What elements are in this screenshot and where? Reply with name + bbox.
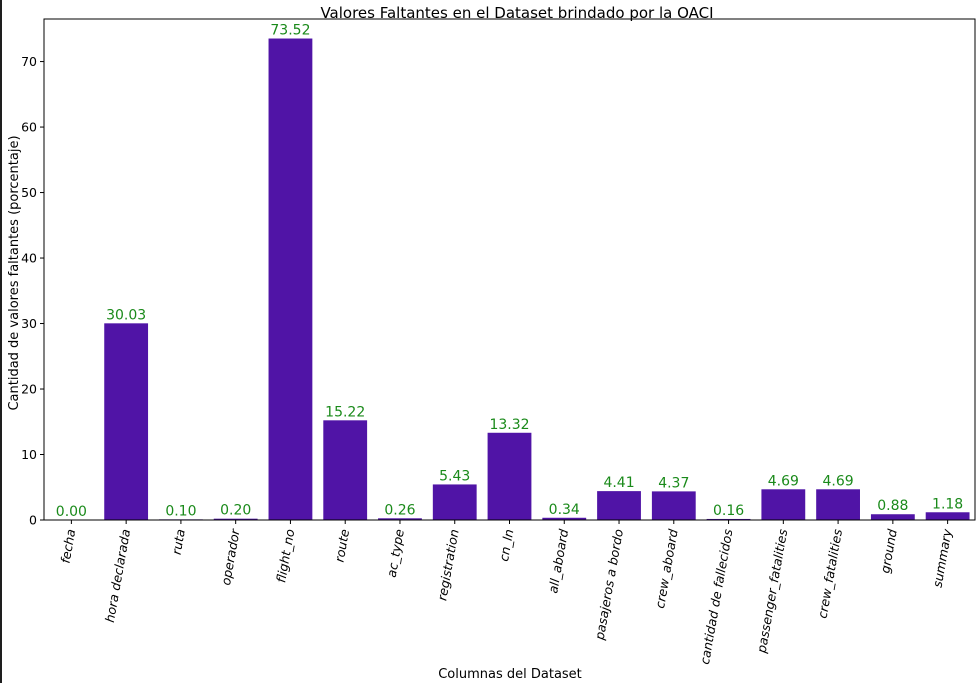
x-tick-label-cn-ln: cn_ln bbox=[496, 528, 516, 563]
y-tick-label-40: 40 bbox=[21, 251, 37, 266]
y-tick-label-70: 70 bbox=[21, 54, 37, 69]
bar-crew-fatalities bbox=[816, 489, 860, 520]
x-axis-ticks: fecha hora declarada ruta operador flight_no… bbox=[58, 520, 955, 666]
y-tick-label-0: 0 bbox=[29, 513, 37, 528]
x-tick-label-fecha: fecha bbox=[58, 528, 79, 565]
x-tick-label-hora-declarada: hora declarada bbox=[102, 528, 133, 624]
bar-route bbox=[323, 420, 368, 520]
value-label-cantidad-de-fallecidos: 0.16 bbox=[713, 503, 744, 519]
value-label-cn-ln: 13.32 bbox=[489, 417, 529, 433]
y-tick-label-20: 20 bbox=[21, 382, 37, 397]
value-label-hora-declarada: 30.03 bbox=[106, 307, 146, 323]
x-tick-label-crew-aboard: crew_aboard bbox=[652, 528, 681, 610]
bar-hora-declarada bbox=[104, 323, 149, 520]
bar-cn-ln bbox=[487, 432, 532, 520]
value-label-route: 15.22 bbox=[325, 404, 365, 420]
x-tick-label-all-aboard: all_aboard bbox=[545, 528, 571, 595]
value-label-ruta: 0.10 bbox=[165, 503, 196, 519]
x-tick-label-crew-fatalities: crew_fatalities bbox=[815, 527, 846, 619]
chart-title: Valores Faltantes en el Dataset brindado… bbox=[320, 4, 713, 22]
value-labels-layer: 0.00 30.03 0.10 0.20 73.52 15.22 0.26 5.43 13.32… bbox=[56, 23, 963, 520]
y-tick-label-10: 10 bbox=[21, 447, 37, 462]
bar-pasajeros-a-bordo bbox=[597, 491, 641, 520]
x-tick-label-passenger-fatalities: passenger_fatalities bbox=[754, 527, 791, 655]
plot-frame bbox=[43, 18, 976, 521]
bar-summary bbox=[925, 512, 970, 520]
value-label-operador: 0.20 bbox=[220, 503, 251, 519]
x-tick-label-route: route bbox=[332, 528, 353, 564]
x-tick-label-ac-type: ac_type bbox=[384, 528, 407, 579]
value-label-fecha: 0.00 bbox=[56, 504, 87, 520]
value-label-flight-no: 73.52 bbox=[270, 23, 310, 39]
y-tick-label-60: 60 bbox=[21, 120, 37, 135]
value-label-crew-fatalities: 4.69 bbox=[823, 473, 854, 489]
value-label-crew-aboard: 4.37 bbox=[658, 475, 689, 491]
x-tick-label-cantidad-de-fallecidos: cantidad de fallecidos bbox=[697, 527, 736, 665]
x-axis-label: Columnas del Dataset bbox=[438, 667, 582, 682]
bar-ground bbox=[870, 514, 915, 520]
bars-layer bbox=[104, 38, 970, 521]
y-axis-label: Cantidad de valores faltantes (porcentaj… bbox=[7, 135, 22, 410]
bar-operador bbox=[213, 518, 258, 520]
x-tick-label-ruta: ruta bbox=[169, 528, 188, 556]
y-tick-label-30: 30 bbox=[21, 316, 37, 331]
value-label-ground: 0.88 bbox=[877, 498, 908, 514]
value-label-passenger-fatalities: 4.69 bbox=[768, 473, 799, 489]
value-label-summary: 1.18 bbox=[932, 496, 963, 512]
value-label-all-aboard: 0.34 bbox=[549, 502, 580, 518]
x-tick-label-flight-no: flight_no bbox=[273, 528, 297, 584]
x-tick-label-operador: operador bbox=[218, 527, 243, 586]
window-left-edge bbox=[0, 0, 2, 683]
value-label-registration: 5.43 bbox=[439, 468, 470, 484]
bar-crew-aboard bbox=[651, 491, 696, 520]
y-axis-ticks: 0 10 20 30 40 50 60 70 bbox=[21, 54, 44, 528]
bar-ac-type bbox=[378, 518, 422, 520]
bar-registration bbox=[432, 484, 477, 520]
bar-passenger-fatalities bbox=[761, 489, 806, 520]
bar-flight-no bbox=[268, 38, 313, 521]
value-label-pasajeros-a-bordo: 4.41 bbox=[603, 475, 634, 491]
bar-all-aboard bbox=[542, 517, 587, 520]
x-tick-label-registration: registration bbox=[434, 528, 461, 602]
x-tick-label-pasajeros-a-bordo: pasajeros a bordo bbox=[592, 528, 626, 642]
value-label-ac-type: 0.26 bbox=[384, 502, 415, 518]
x-tick-label-summary: summary bbox=[930, 527, 955, 588]
x-tick-label-ground: ground bbox=[877, 528, 900, 574]
y-tick-label-50: 50 bbox=[21, 185, 37, 200]
bar-cantidad-de-fallecidos bbox=[706, 518, 751, 520]
